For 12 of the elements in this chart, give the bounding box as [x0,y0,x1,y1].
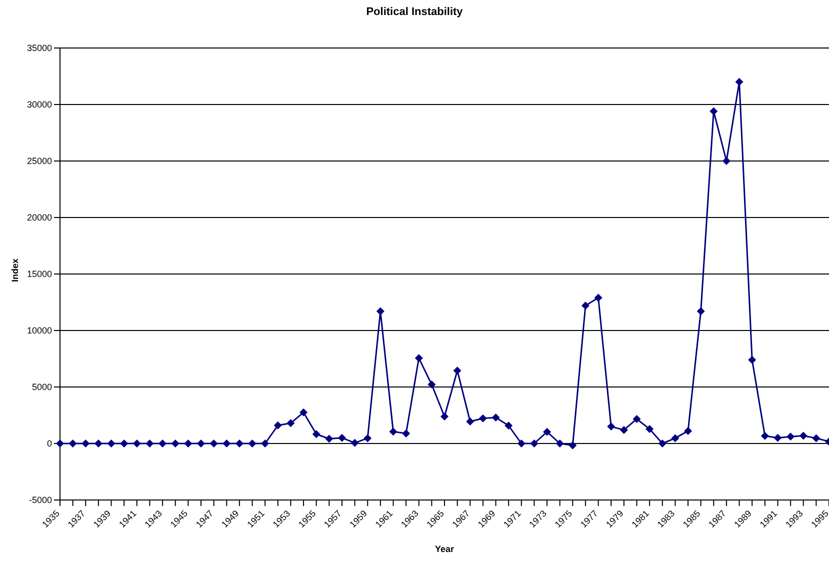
y-tick-label: 35000 [26,43,52,54]
y-axis-title: Index [10,258,20,282]
y-tick-label: -5000 [28,495,52,506]
y-tick-label: 20000 [26,212,52,223]
y-tick-label: 0 [46,438,52,449]
y-tick-label: 30000 [26,100,52,110]
y-tick-label: 5000 [32,382,52,392]
y-tick-label: 25000 [26,156,52,166]
y-tick-label: 15000 [26,269,52,280]
chart-title: Political Instability [365,6,464,18]
x-axis-title: Year [434,544,456,554]
y-tick-label: 10000 [26,326,52,336]
